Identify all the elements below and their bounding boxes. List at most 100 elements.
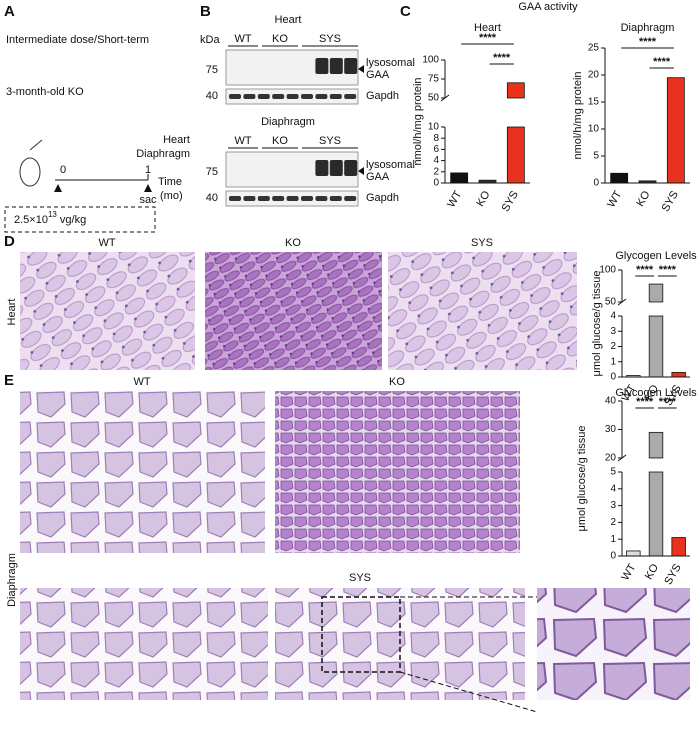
arrow: [54, 184, 62, 192]
bar: [626, 550, 641, 557]
group-label: KO: [272, 33, 288, 45]
bar: [648, 315, 664, 378]
x-tick-label: WT: [445, 189, 464, 210]
y-tick-label: 50: [428, 93, 440, 104]
significance-label: ****: [479, 32, 497, 44]
organ-label: Diaphragm: [136, 148, 190, 160]
chart-title: Diaphragm: [621, 22, 675, 34]
chart-title: Glycogen Levels: [615, 250, 697, 262]
y-tick-label: 4: [433, 155, 439, 166]
kda-label: kDa: [200, 34, 220, 46]
band: [243, 94, 256, 99]
y-tick-label: 8: [433, 133, 439, 144]
y-tick-label: 4: [610, 311, 616, 322]
panel-label: C: [400, 3, 411, 20]
band-label: GAA: [366, 69, 390, 81]
significance-label: ****: [659, 264, 677, 276]
image-title: WT: [98, 237, 115, 249]
significance-label: ****: [659, 396, 677, 408]
arrow: [144, 184, 152, 192]
band: [315, 160, 329, 176]
y-axis-label: nmol/h/mg protein: [572, 71, 584, 159]
y-tick-label: 100: [599, 265, 616, 276]
y-tick-label: 100: [422, 55, 439, 66]
bar: [648, 471, 664, 557]
bar: [648, 283, 664, 303]
band: [243, 196, 256, 201]
band: [301, 196, 313, 201]
x-tick-label: SYS: [500, 189, 521, 214]
arrowhead: [358, 65, 364, 73]
band: [272, 94, 285, 99]
y-tick-label: 1: [610, 356, 616, 367]
kda-marker: 40: [206, 192, 218, 204]
significance-label: ****: [493, 52, 511, 64]
band: [229, 94, 241, 99]
arrowhead: [358, 167, 364, 175]
x-tick-label: KO: [634, 189, 653, 209]
chart-title: Glycogen Levels: [615, 387, 697, 399]
significance-label: ****: [653, 56, 671, 68]
image-title: KO: [389, 376, 405, 388]
x-tick-label: SYS: [662, 562, 683, 587]
zoom-box: [321, 596, 401, 673]
y-tick-label: 0: [610, 372, 616, 383]
blot-title: Diaphragm: [261, 116, 315, 128]
y-tick-label: 20: [605, 453, 617, 464]
y-tick-label: 5: [610, 467, 616, 478]
histology-image: [388, 252, 577, 370]
y-axis-label: nmol/h/mg protein: [412, 77, 424, 165]
band: [315, 58, 329, 74]
histology-image: [20, 252, 195, 370]
y-tick-label: 75: [428, 74, 440, 85]
dose-box: [4, 206, 156, 233]
band: [329, 160, 343, 176]
row-label: Diaphragm: [6, 553, 18, 607]
dose-exp: 13: [48, 210, 57, 219]
image-title: SYS: [471, 237, 493, 249]
organ-label: Heart: [163, 134, 190, 146]
bar: [506, 126, 525, 184]
group-label: WT: [234, 33, 251, 45]
significance-label: ****: [636, 264, 654, 276]
time-label: 0: [60, 164, 66, 176]
syringe-icon: [29, 139, 43, 151]
x-tick-label: SYS: [660, 189, 681, 214]
band: [257, 196, 270, 201]
band: [286, 94, 299, 99]
band: [344, 196, 357, 201]
dose-base: 2.5×10: [14, 214, 48, 226]
time-label: 1: [145, 164, 151, 176]
histology-zoom: [537, 588, 690, 700]
condition-text: 3-month-old KO: [6, 86, 84, 98]
histology-image: [20, 588, 268, 700]
dose: 2.5×1013 vg/kg: [14, 210, 86, 226]
y-tick-label: 1: [610, 534, 616, 545]
y-tick-label: 25: [588, 43, 600, 54]
y-axis-label: μmol glucose/g tissue: [591, 271, 603, 377]
bar: [648, 431, 664, 459]
y-tick-label: 0: [593, 178, 599, 189]
group-label: SYS: [319, 135, 341, 147]
bar: [506, 82, 525, 99]
axis-label: Time: [158, 176, 182, 188]
band: [329, 196, 342, 201]
band-label: Gapdh: [366, 90, 399, 102]
y-tick-label: 20: [588, 70, 600, 81]
sac-label: sac: [139, 194, 157, 206]
band: [272, 196, 285, 201]
image-title: SYS: [349, 572, 371, 584]
bar: [610, 172, 629, 184]
blot-title: Heart: [275, 14, 302, 26]
band-label: lysosomal: [366, 159, 415, 171]
significance-label: ****: [636, 396, 654, 408]
band-label: GAA: [366, 171, 390, 183]
y-tick-label: 2: [610, 517, 616, 528]
band: [301, 94, 313, 99]
y-tick-label: 30: [605, 424, 617, 435]
y-tick-label: 3: [610, 326, 616, 337]
y-tick-label: 5: [593, 151, 599, 162]
y-tick-label: 2: [433, 166, 439, 177]
y-tick-label: 40: [605, 396, 617, 407]
